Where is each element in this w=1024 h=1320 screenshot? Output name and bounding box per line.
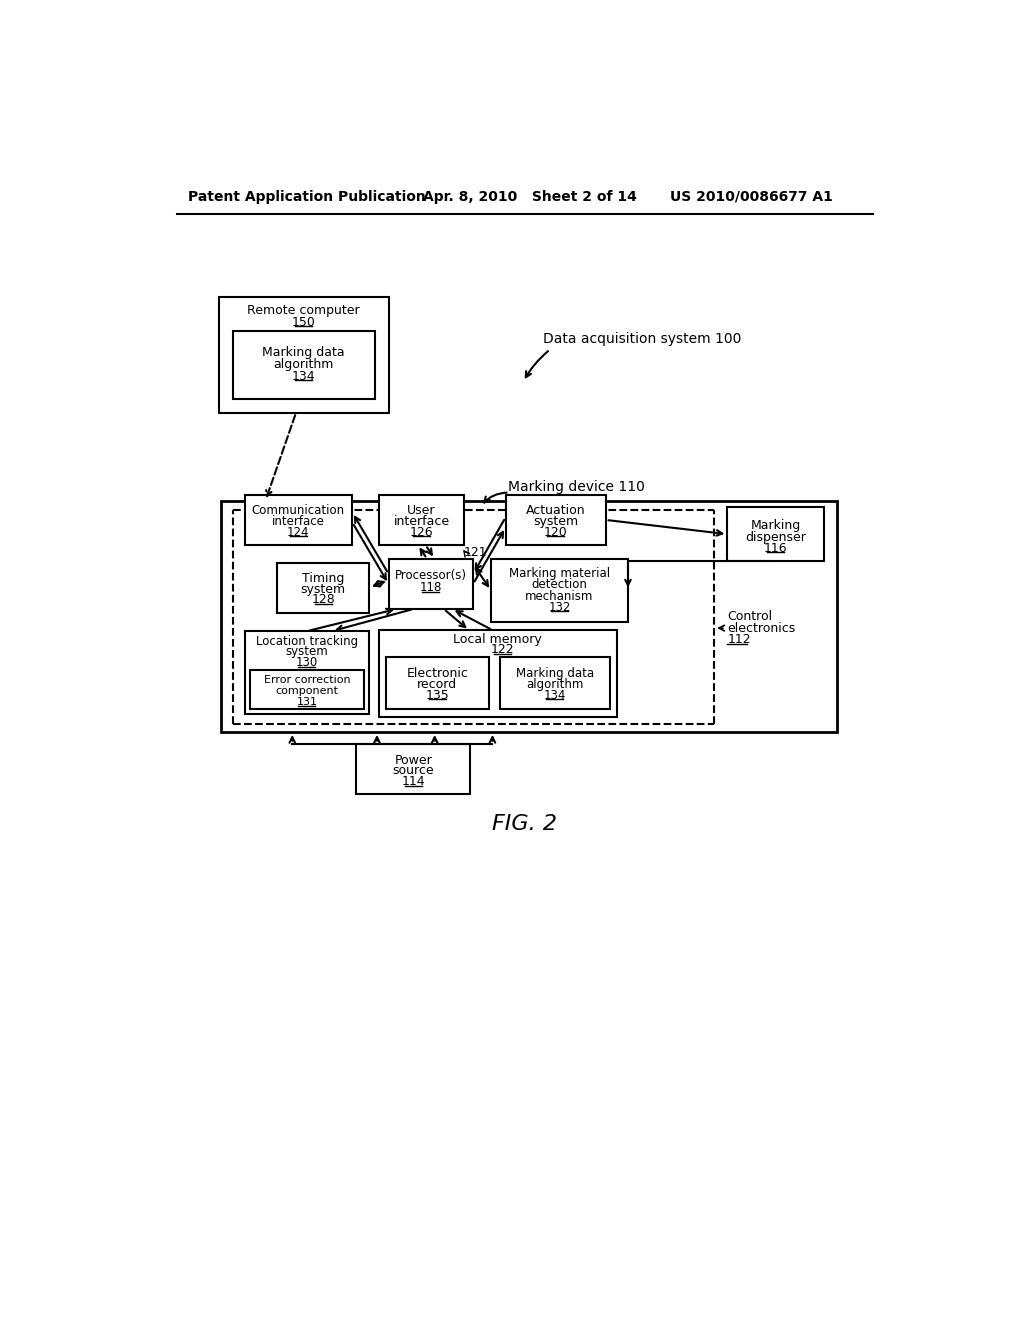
Text: 124: 124	[287, 525, 309, 539]
Text: dispenser: dispenser	[745, 531, 806, 544]
FancyBboxPatch shape	[250, 671, 364, 709]
Text: algorithm: algorithm	[273, 358, 334, 371]
Text: Error correction: Error correction	[263, 676, 350, 685]
Text: interface: interface	[272, 515, 325, 528]
FancyBboxPatch shape	[386, 656, 488, 709]
FancyBboxPatch shape	[276, 562, 370, 612]
Text: 134: 134	[544, 689, 566, 702]
Text: 120: 120	[544, 525, 567, 539]
Text: detection: detection	[531, 578, 588, 591]
Text: US 2010/0086677 A1: US 2010/0086677 A1	[670, 190, 833, 203]
Text: 150: 150	[292, 315, 315, 329]
Text: 128: 128	[311, 594, 335, 606]
Text: Power: Power	[394, 754, 432, 767]
FancyBboxPatch shape	[500, 656, 609, 709]
Text: Actuation: Actuation	[525, 504, 586, 517]
Text: Data acquisition system 100: Data acquisition system 100	[543, 333, 741, 346]
Text: Marking: Marking	[751, 519, 801, 532]
FancyBboxPatch shape	[727, 507, 823, 561]
Text: algorithm: algorithm	[526, 677, 584, 690]
Text: Marking data: Marking data	[262, 346, 345, 359]
Text: 132: 132	[548, 601, 570, 614]
FancyBboxPatch shape	[221, 502, 838, 733]
FancyBboxPatch shape	[245, 495, 352, 545]
Text: 130: 130	[296, 656, 318, 669]
Text: 131: 131	[296, 697, 317, 708]
FancyBboxPatch shape	[379, 495, 464, 545]
Text: Apr. 8, 2010   Sheet 2 of 14: Apr. 8, 2010 Sheet 2 of 14	[423, 190, 637, 203]
FancyBboxPatch shape	[490, 558, 628, 622]
Text: 116: 116	[764, 541, 787, 554]
Text: User: User	[408, 504, 436, 517]
Text: Control: Control	[727, 610, 772, 623]
Text: 118: 118	[420, 581, 442, 594]
Text: 121: 121	[464, 546, 487, 560]
Text: record: record	[418, 677, 458, 690]
Text: system: system	[534, 515, 579, 528]
Text: electronics: electronics	[727, 622, 796, 635]
Text: component: component	[275, 686, 338, 696]
Text: Marking data: Marking data	[516, 667, 594, 680]
Text: 134: 134	[292, 370, 315, 383]
Text: 135: 135	[426, 689, 450, 702]
Text: system: system	[300, 582, 346, 595]
Text: Timing: Timing	[302, 572, 344, 585]
Text: source: source	[392, 764, 434, 777]
Text: Marking device 110: Marking device 110	[508, 480, 645, 494]
FancyBboxPatch shape	[388, 558, 473, 609]
Text: mechanism: mechanism	[525, 590, 594, 603]
Text: Location tracking: Location tracking	[256, 635, 358, 648]
FancyBboxPatch shape	[506, 495, 605, 545]
FancyBboxPatch shape	[233, 331, 375, 399]
Text: system: system	[286, 645, 329, 659]
Text: interface: interface	[393, 515, 450, 528]
Text: 114: 114	[401, 775, 425, 788]
Text: Communication: Communication	[252, 504, 345, 517]
FancyBboxPatch shape	[379, 631, 617, 717]
Text: Marking material: Marking material	[509, 566, 610, 579]
Text: Electronic: Electronic	[407, 667, 468, 680]
FancyBboxPatch shape	[219, 297, 388, 412]
Text: 126: 126	[410, 525, 433, 539]
FancyBboxPatch shape	[356, 743, 470, 793]
Text: Local memory: Local memory	[454, 634, 543, 647]
Text: Patent Application Publication: Patent Application Publication	[188, 190, 426, 203]
Text: Remote computer: Remote computer	[248, 305, 360, 317]
Text: 112: 112	[727, 634, 751, 647]
Text: Processor(s): Processor(s)	[395, 569, 467, 582]
FancyBboxPatch shape	[245, 631, 370, 714]
Text: FIG. 2: FIG. 2	[493, 814, 557, 834]
Text: 122: 122	[490, 643, 514, 656]
